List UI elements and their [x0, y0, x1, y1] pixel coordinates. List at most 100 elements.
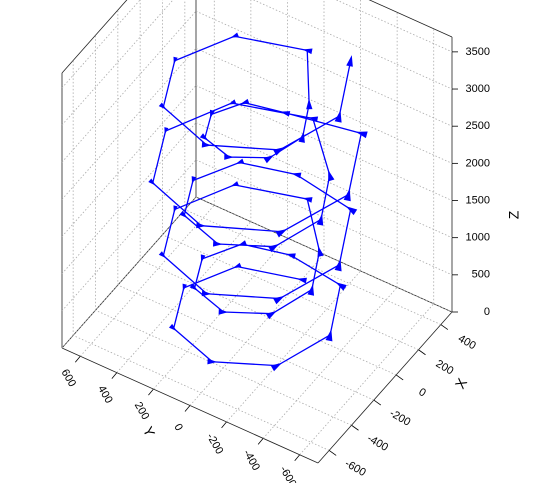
arrow-marker	[207, 358, 218, 365]
arrow-marker	[199, 133, 209, 141]
arrow-marker	[268, 243, 280, 253]
tick-mark	[328, 450, 337, 456]
x-tick-label: -200	[387, 407, 412, 428]
arrow-marker	[334, 110, 342, 123]
arrow-marker	[173, 56, 178, 65]
x-axis-title: X	[452, 375, 471, 392]
tick-mark	[111, 372, 118, 379]
arrow-marker	[302, 197, 313, 203]
arrow-marker	[148, 178, 156, 186]
arrow-marker	[265, 310, 277, 320]
grid-line	[61, 196, 197, 349]
grid-line	[184, 209, 441, 325]
arrow-marker	[237, 240, 247, 246]
arrow-marker	[296, 277, 307, 284]
x-tick-label: 200	[434, 358, 456, 378]
arrow-marker	[328, 169, 335, 182]
arrow-marker	[263, 154, 275, 164]
x-tick-label: -600	[343, 458, 368, 479]
box-edge	[61, 0, 128, 74]
grid-line	[79, 204, 215, 357]
arrow-marker	[189, 283, 198, 291]
arrow-marker	[308, 116, 319, 123]
tick-mark	[74, 355, 81, 363]
arrow-marker	[191, 176, 197, 185]
arrow-marker	[212, 240, 223, 247]
grid-line	[195, 196, 453, 313]
y-tick-label: 400	[95, 384, 115, 406]
z-tick-label: 0	[484, 306, 490, 318]
arrow-marker	[343, 188, 351, 202]
x-tick-label: 400	[456, 333, 478, 353]
arrow-marker	[209, 109, 215, 119]
box-edge	[368, 0, 453, 38]
arrow-marker	[285, 253, 296, 259]
tick-mark	[440, 324, 449, 330]
arrow-marker	[298, 131, 305, 143]
arrow-marker	[224, 154, 234, 160]
arrow-marker	[345, 206, 358, 216]
arrow-marker	[334, 258, 342, 272]
arrow-marker	[346, 55, 353, 67]
grid-line	[61, 159, 197, 312]
arrow-marker	[158, 102, 167, 110]
tick-mark	[418, 349, 426, 356]
grid-line	[73, 335, 330, 451]
z-tick-label: 2000	[466, 157, 490, 169]
grid-line	[61, 0, 174, 126]
y-tick-label: -200	[204, 431, 225, 456]
arrow-marker	[200, 254, 206, 263]
arrow-marker	[325, 329, 333, 342]
arrow-marker	[275, 228, 288, 238]
arrow-marker	[235, 158, 245, 165]
tick-mark	[395, 374, 404, 381]
arrow-marker	[158, 251, 167, 259]
arrow-marker	[201, 290, 212, 297]
grid-line	[116, 221, 252, 373]
z-tick-label: 1500	[466, 194, 490, 206]
box-edge	[317, 311, 453, 464]
arrow-marker	[335, 282, 347, 291]
arrow-marker	[273, 295, 285, 305]
arrow-marker	[168, 323, 177, 332]
arrow-marker	[233, 262, 242, 269]
arrow-marker	[306, 98, 313, 110]
y-axis-title: Y	[140, 424, 159, 440]
y-tick-label: 0	[171, 422, 184, 433]
arrow-marker	[179, 210, 188, 219]
x-tick-label: -400	[365, 432, 390, 453]
y-tick-label: 600	[59, 367, 79, 389]
grid-line	[195, 159, 453, 276]
grid-line	[61, 0, 141, 89]
grid-line	[195, 10, 453, 127]
grid-line	[61, 48, 197, 200]
tick-mark	[184, 405, 191, 412]
tick-mark	[257, 438, 264, 445]
arrow-marker	[228, 99, 237, 105]
arrow-marker	[201, 141, 212, 148]
grid-line	[61, 85, 197, 237]
arrow-marker	[291, 172, 302, 179]
arrow-marker	[164, 127, 169, 135]
arrow-marker	[316, 213, 324, 226]
arrow-marker	[270, 362, 282, 372]
grid-line	[299, 303, 435, 456]
z-tick-label: 3500	[466, 46, 490, 58]
grid-line	[252, 0, 453, 90]
grid-line	[61, 10, 197, 163]
series-line	[152, 35, 363, 367]
z-tick-label: 500	[472, 269, 490, 281]
arrow-marker	[196, 222, 206, 229]
arrow-marker	[173, 205, 178, 213]
arrow-marker	[182, 283, 187, 292]
x-tick-label: 0	[417, 386, 428, 399]
z-tick-label: 2500	[466, 120, 490, 132]
arrow-marker	[230, 181, 239, 187]
grid-line	[153, 237, 288, 390]
z-tick-label: 3000	[466, 83, 490, 95]
arrow-marker	[302, 48, 313, 55]
tick-mark	[221, 421, 227, 429]
arrow-marker	[317, 245, 324, 257]
grid-line	[195, 47, 453, 164]
